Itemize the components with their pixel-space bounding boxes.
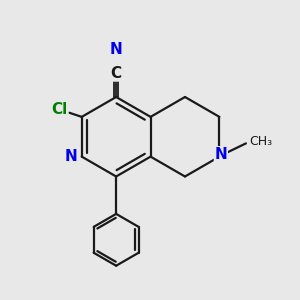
Text: Cl: Cl <box>52 102 68 117</box>
Text: N: N <box>214 147 227 162</box>
Text: N: N <box>65 149 78 164</box>
Text: CH₃: CH₃ <box>249 135 272 148</box>
Text: N: N <box>110 42 122 57</box>
Text: C: C <box>111 66 122 81</box>
